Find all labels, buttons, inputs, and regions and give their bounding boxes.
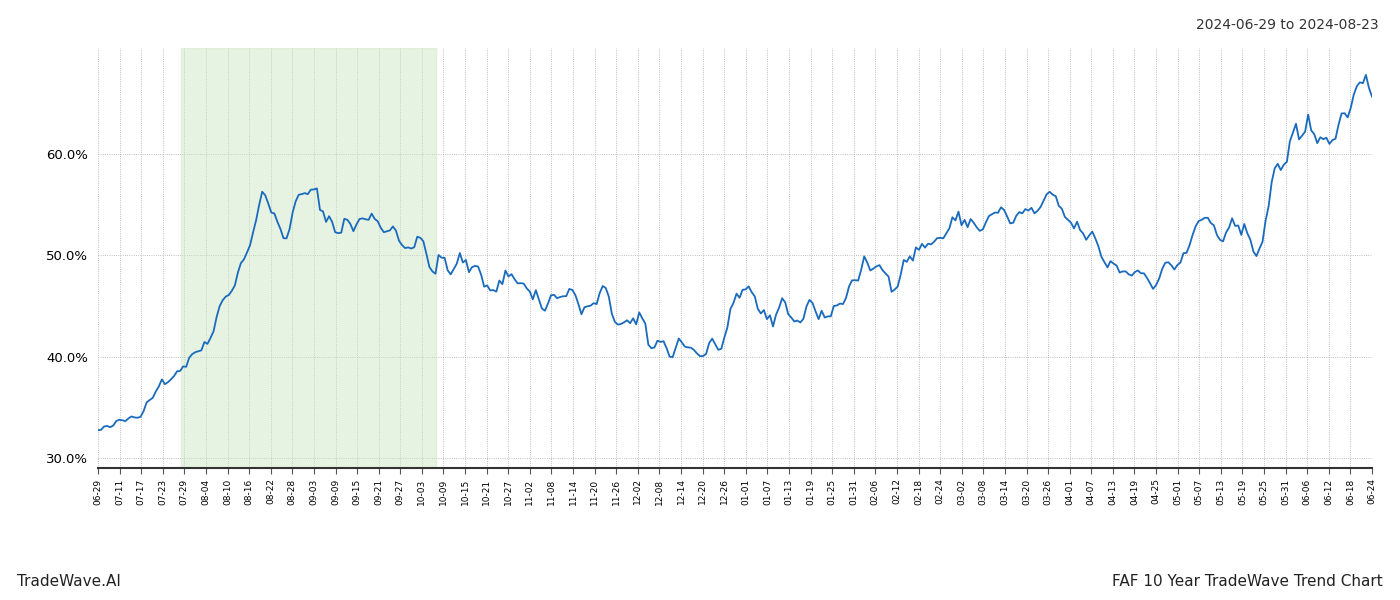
Text: TradeWave.AI: TradeWave.AI <box>17 574 120 589</box>
Text: FAF 10 Year TradeWave Trend Chart: FAF 10 Year TradeWave Trend Chart <box>1113 574 1383 589</box>
Bar <box>181 48 437 468</box>
Text: 2024-06-29 to 2024-08-23: 2024-06-29 to 2024-08-23 <box>1197 18 1379 32</box>
